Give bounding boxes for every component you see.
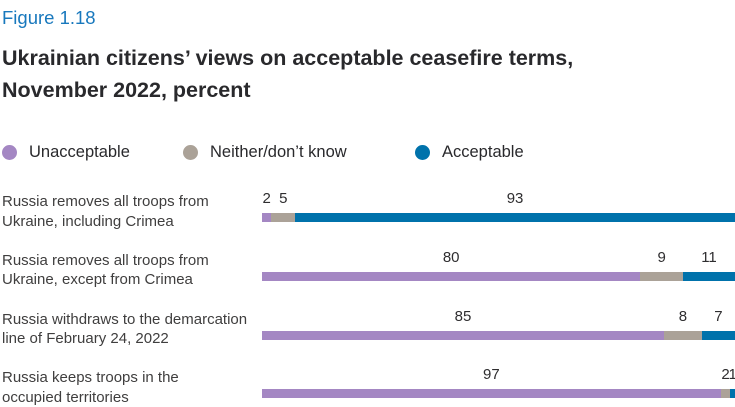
value-label-unacceptable: 97 — [483, 366, 500, 384]
figure-title-line2: November 2022, percent — [2, 77, 251, 102]
category-label-line: Russia removes all troops from — [2, 193, 209, 210]
chart-row: Russia keeps troops in the occupied terri… — [0, 365, 735, 407]
chart-row: Russia removes all troops from Ukraine, e… — [0, 248, 735, 306]
figure-title: Ukrainian citizens’ views on acceptable … — [2, 43, 573, 106]
stacked-bar — [262, 271, 735, 281]
bar-segment-neither-dont-know — [720, 389, 731, 399]
category-label-line: occupied territories — [2, 388, 129, 406]
category-label-line: Ukraine, except from Crimea — [2, 271, 193, 289]
stacked-bar-chart: Russia removes all troops from Ukraine, i… — [0, 189, 735, 407]
legend-item-unacceptable: Unacceptable — [2, 143, 130, 162]
value-label-unacceptable: 85 — [454, 307, 472, 325]
value-label-unacceptable: 2 — [262, 190, 271, 207]
category-label: Russia keeps troops in the occupied terri… — [2, 368, 256, 407]
legend-dot-neither-dont-know-icon — [183, 145, 198, 160]
category-label: Russia removes all troops from Ukraine, i… — [2, 192, 256, 231]
value-label-neither-dont-know: 5 — [279, 190, 288, 207]
bar-segment-unacceptable — [262, 213, 272, 222]
stacked-bar — [262, 330, 735, 340]
stacked-bar — [262, 213, 735, 222]
bar-segment-unacceptable — [262, 271, 641, 281]
category-label: Russia removes all troops from Ukraine, e… — [2, 251, 256, 290]
value-label-neither-dont-know: 9 — [657, 248, 666, 266]
value-labels: 97 2 1 — [262, 366, 735, 384]
value-label-acceptable: 1 — [728, 366, 735, 384]
value-labels: 85 8 7 — [262, 308, 735, 326]
figure-title-line1: Ukrainian citizens’ views on acceptable … — [2, 46, 574, 70]
value-label-acceptable: 93 — [506, 190, 524, 207]
value-labels: 80 9 11 — [262, 249, 735, 267]
legend-dot-unacceptable-icon — [2, 145, 17, 160]
chart-row: Russia removes all troops from Ukraine, i… — [0, 189, 735, 247]
legend: Unacceptable Neither/don’t know Acceptab… — [0, 143, 735, 163]
legend-label-acceptable: Acceptable — [442, 143, 524, 161]
bar-segment-neither-dont-know — [640, 271, 683, 281]
bar-segment-neither-dont-know — [271, 213, 296, 222]
bar-segment-acceptable — [701, 330, 735, 340]
bar-segment-neither-dont-know — [664, 330, 702, 340]
category-label-line: line of February 24, 2022 — [2, 330, 169, 347]
figure-label: Figure 1.18 — [2, 7, 96, 28]
category-label-line: Russia withdraws to the demarcation — [2, 310, 248, 328]
value-label-acceptable: 7 — [714, 307, 723, 325]
bar-segment-unacceptable — [262, 330, 665, 340]
category-label: Russia withdraws to the demarcation line … — [2, 310, 256, 349]
category-label-line: Ukraine, including Crimea — [2, 212, 174, 230]
legend-label-unacceptable: Unacceptable — [29, 143, 130, 161]
value-labels: 2 5 93 — [262, 190, 735, 208]
bar-segment-acceptable — [682, 271, 735, 281]
chart-row: Russia withdraws to the demarcation line … — [0, 307, 735, 365]
value-label-neither-dont-know: 8 — [678, 307, 688, 325]
value-label-acceptable: 11 — [701, 248, 717, 266]
bar-segment-acceptable — [730, 389, 735, 399]
legend-label-neither-dont-know: Neither/don’t know — [210, 143, 347, 161]
legend-item-neither-dont-know: Neither/don’t know — [183, 143, 347, 162]
value-label-unacceptable: 80 — [442, 248, 460, 266]
category-label-line: Russia removes all troops from — [2, 251, 209, 269]
stacked-bar — [262, 389, 735, 399]
bar-segment-unacceptable — [262, 389, 721, 399]
legend-item-acceptable: Acceptable — [415, 143, 524, 162]
value-label-neither-dont-know: 2 — [721, 366, 730, 384]
bar-segment-acceptable — [295, 213, 735, 222]
legend-dot-acceptable-icon — [415, 145, 430, 160]
category-label-line: Russia keeps troops in the — [2, 369, 179, 387]
